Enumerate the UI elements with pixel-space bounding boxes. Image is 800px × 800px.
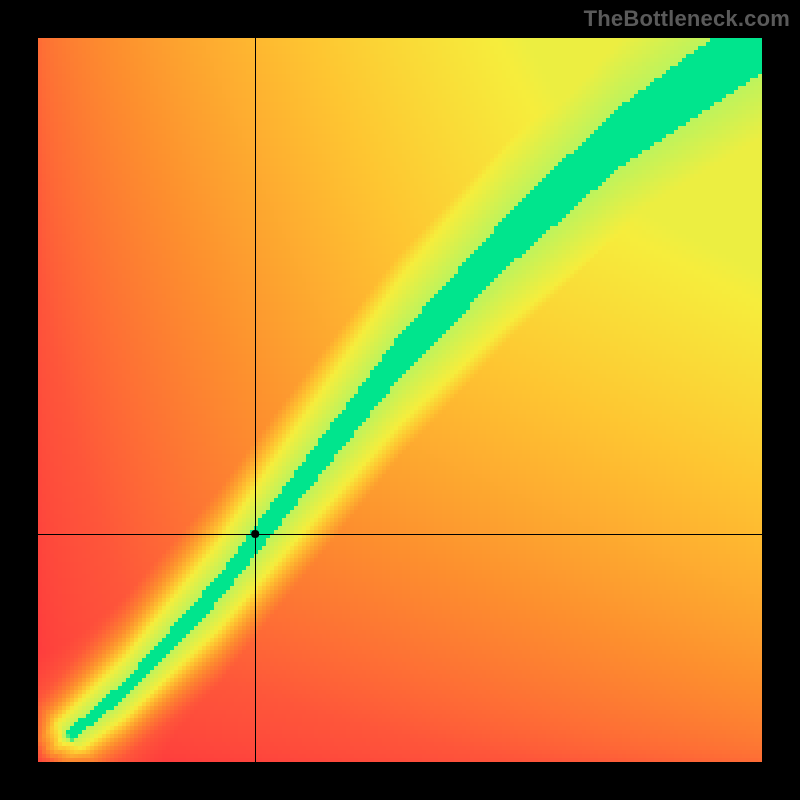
chart-container: TheBottleneck.com [0, 0, 800, 800]
bottleneck-heatmap [38, 38, 762, 762]
watermark-text: TheBottleneck.com [584, 6, 790, 32]
